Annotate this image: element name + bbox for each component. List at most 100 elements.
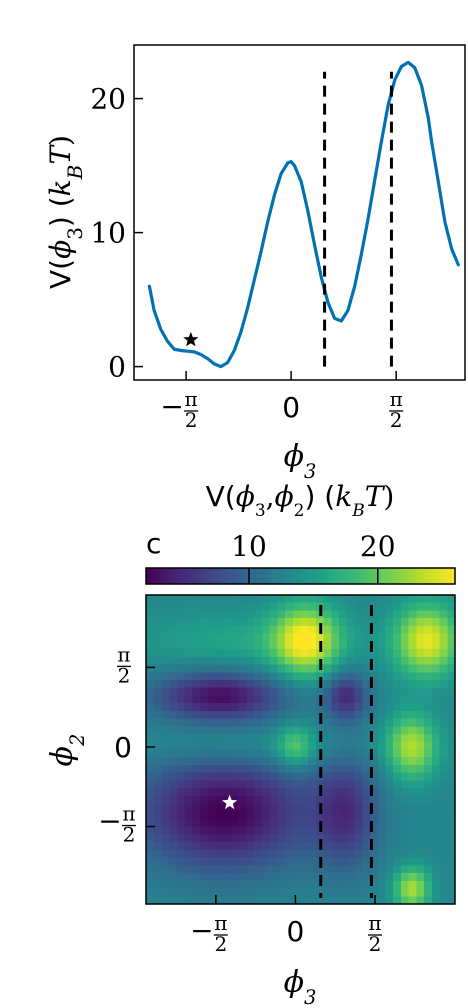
heatmap-cell — [176, 888, 186, 897]
heatmap-cell — [230, 602, 240, 612]
heatmap-cell — [292, 741, 302, 751]
heatmap-cell — [285, 672, 294, 681]
heatmap-cell — [300, 664, 309, 673]
heatmap-cell — [370, 764, 379, 774]
y-tick-label: π2 — [117, 642, 131, 687]
heatmap-cell — [223, 896, 232, 905]
heatmap-cell — [285, 618, 294, 627]
heatmap-cell — [331, 610, 340, 619]
heatmap-cell — [200, 672, 209, 681]
heatmap-cell — [439, 741, 448, 751]
heatmap-cell — [331, 795, 340, 805]
heatmap-cell — [269, 888, 278, 897]
heatmap-cell — [261, 849, 271, 859]
heatmap-cell — [339, 749, 348, 758]
heatmap-cell — [192, 749, 201, 758]
heatmap-cell — [400, 664, 410, 673]
heatmap-cell — [223, 664, 232, 673]
heatmap-cell — [292, 633, 302, 642]
heatmap-cell — [308, 687, 317, 697]
heatmap-cell — [447, 741, 456, 751]
heatmap-cell — [416, 888, 425, 897]
heatmap-cell — [385, 703, 394, 712]
heatmap-cell — [315, 888, 325, 897]
heatmap-cell — [408, 834, 417, 843]
heatmap-cell — [261, 734, 271, 743]
y-tick-label: − π2 — [98, 802, 136, 847]
heatmap-cell — [431, 819, 441, 828]
heatmap-cell — [408, 788, 417, 797]
heatmap-cell — [370, 664, 379, 673]
heatmap-cell — [331, 849, 340, 859]
heatmap-cell — [393, 741, 402, 751]
heatmap-cell — [408, 757, 417, 766]
heatmap-cell — [261, 602, 271, 612]
heatmap-cell — [169, 803, 178, 812]
heatmap-cell — [223, 679, 232, 689]
heatmap-cell — [207, 649, 217, 658]
heatmap-cell — [254, 625, 263, 635]
heatmap-cell — [331, 695, 340, 704]
heatmap-cell — [169, 734, 178, 743]
heatmap-cell — [431, 726, 441, 735]
heatmap-cell — [400, 880, 410, 890]
heatmap-cell — [146, 795, 155, 805]
heatmap-cell — [207, 741, 217, 751]
heatmap-cell — [184, 741, 193, 751]
heatmap-cell — [146, 849, 155, 859]
heatmap-cell — [192, 865, 201, 874]
heatmap-cell — [370, 842, 379, 851]
heatmap-cell — [153, 880, 163, 890]
heatmap-cell — [362, 641, 371, 650]
heatmap-cell — [447, 649, 456, 658]
heatmap-cell — [261, 726, 271, 735]
heatmap-cell — [400, 811, 410, 820]
heatmap-cell — [300, 803, 309, 812]
heatmap-cell — [424, 672, 433, 681]
heatmap-cell — [277, 595, 286, 604]
heatmap-cell — [339, 772, 348, 781]
heatmap-cell — [346, 641, 356, 650]
heatmap-cell — [169, 795, 178, 805]
heatmap-cell — [238, 656, 248, 666]
heatmap-cell — [292, 834, 302, 843]
heatmap-cell — [153, 703, 163, 712]
heatmap-cell — [300, 888, 309, 897]
heatmap-cell — [331, 618, 340, 627]
tick-numerator: π — [368, 911, 381, 935]
heatmap-cell — [230, 664, 240, 673]
heatmap-cell — [308, 649, 317, 658]
heatmap-cell — [424, 849, 433, 859]
heatmap-cell — [300, 842, 309, 851]
heatmap-cell — [176, 656, 186, 666]
heatmap-cell — [184, 687, 193, 697]
heatmap-cell — [370, 749, 379, 758]
heatmap-cell — [285, 896, 294, 905]
heatmap-cell — [230, 687, 240, 697]
heatmap-cell — [323, 834, 332, 843]
heatmap-cell — [416, 896, 425, 905]
heatmap-cell — [161, 788, 170, 797]
heatmap-cell — [377, 772, 387, 781]
heatmap-cell — [447, 888, 456, 897]
heatmap-cell — [400, 595, 410, 604]
heatmap-cell — [184, 842, 193, 851]
heatmap-cell — [169, 788, 178, 797]
heatmap-cell — [277, 726, 286, 735]
heatmap-cell — [346, 741, 356, 751]
heatmap-cell — [192, 788, 201, 797]
heatmap-cell — [370, 741, 379, 751]
heatmap-cell — [153, 649, 163, 658]
heatmap-cell — [277, 772, 286, 781]
heatmap-cell — [408, 649, 417, 658]
heatmap-cell — [385, 757, 394, 766]
heatmap-cell — [261, 780, 271, 789]
heatmap-cell — [447, 826, 456, 836]
heatmap-cell — [230, 633, 240, 642]
heatmap-cell — [385, 888, 394, 897]
heatmap-cell — [354, 734, 363, 743]
heatmap-cell — [207, 687, 217, 697]
heatmap-cell — [292, 610, 302, 619]
heatmap-cell — [408, 618, 417, 627]
heatmap-cell — [439, 710, 448, 720]
